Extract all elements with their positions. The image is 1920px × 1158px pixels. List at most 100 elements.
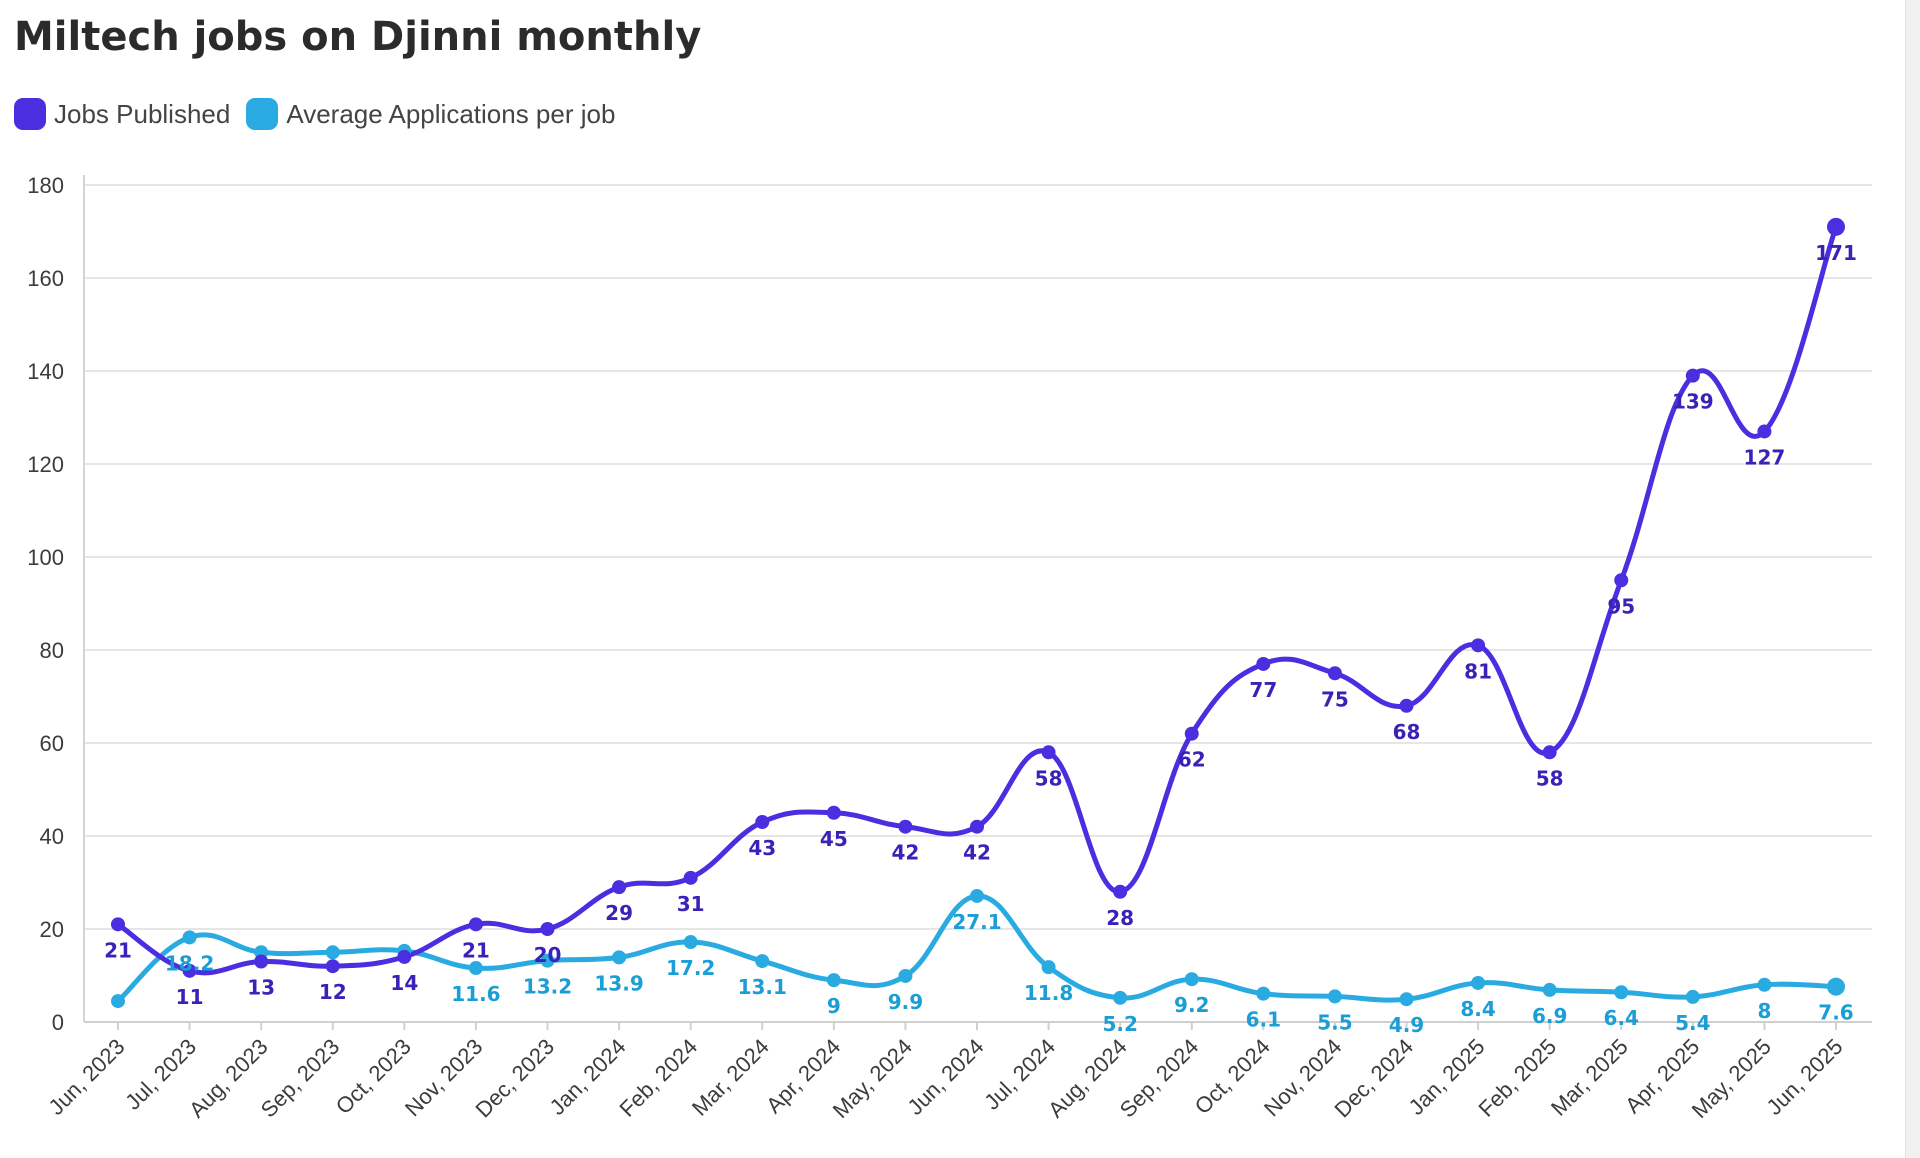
data-label-jobs-published: 13: [247, 976, 275, 1000]
data-label-jobs-published: 14: [390, 971, 418, 995]
data-label-jobs-published: 20: [534, 943, 562, 967]
data-point-average-applications[interactable]: [1542, 982, 1557, 997]
data-point-average-applications[interactable]: [1685, 989, 1700, 1004]
data-point-average-applications[interactable]: [755, 954, 770, 969]
x-tick-label: Feb, 2024: [614, 1034, 702, 1122]
data-point-jobs-published[interactable]: [1542, 745, 1557, 760]
data-point-jobs-published[interactable]: [755, 815, 770, 830]
data-label-jobs-published: 12: [319, 980, 347, 1004]
data-point-jobs-published[interactable]: [1256, 656, 1271, 671]
data-point-average-applications[interactable]: [468, 961, 483, 976]
data-point-average-applications[interactable]: [111, 994, 125, 1009]
data-label-average-applications: 8: [1757, 999, 1771, 1023]
y-tick-label: 20: [40, 917, 64, 942]
legend-swatch-average-applications: [246, 98, 279, 130]
data-point-average-applications[interactable]: [182, 930, 197, 945]
data-label-jobs-published: 81: [1464, 659, 1492, 683]
grid-lines: [84, 184, 1872, 1023]
data-label-jobs-published: 45: [820, 827, 848, 851]
data-label-average-applications: 17.2: [666, 956, 715, 980]
data-label-jobs-published: 77: [1249, 678, 1277, 702]
y-tick-label: 160: [27, 266, 64, 291]
data-point-jobs-published[interactable]: [1399, 698, 1414, 713]
data-label-jobs-published: 68: [1393, 720, 1421, 744]
data-point-jobs-published[interactable]: [182, 963, 197, 978]
data-point-average-applications[interactable]: [1256, 986, 1271, 1001]
data-point-average-applications[interactable]: [1614, 985, 1629, 1000]
data-label-jobs-published: 21: [104, 938, 132, 962]
x-tick-label: Feb, 2025: [1473, 1034, 1561, 1122]
data-point-jobs-published[interactable]: [1685, 368, 1700, 383]
data-point-average-applications[interactable]: [898, 968, 913, 983]
data-label-jobs-published: 11: [176, 985, 204, 1009]
x-tick-label: Mar, 2025: [1546, 1034, 1633, 1121]
data-point-jobs-published[interactable]: [1757, 424, 1772, 439]
data-point-jobs-published[interactable]: [540, 922, 555, 936]
data-point-average-applications[interactable]: [1327, 989, 1342, 1004]
data-point-jobs-published[interactable]: [111, 917, 125, 932]
data-point-average-applications[interactable]: [540, 953, 555, 968]
data-point-average-applications[interactable]: [612, 950, 627, 965]
data-point-average-applications[interactable]: [1399, 992, 1414, 1007]
data-label-average-applications: 9.2: [1174, 993, 1209, 1017]
data-label-average-applications: 13.9: [594, 971, 643, 995]
legend-item-jobs-published[interactable]: Jobs Published: [14, 98, 230, 130]
data-label-average-applications: 5.5: [1317, 1010, 1352, 1034]
data-point-average-applications[interactable]: [1471, 975, 1486, 990]
y-tick-label: 180: [27, 173, 64, 198]
x-tick-label: Dec, 2023: [470, 1034, 559, 1123]
data-point-jobs-published[interactable]: [683, 870, 698, 885]
data-point-jobs-published[interactable]: [397, 949, 412, 964]
data-label-average-applications: 27.1: [952, 910, 1001, 934]
data-point-average-applications[interactable]: [1184, 972, 1199, 987]
data-point-average-applications[interactable]: [1041, 960, 1056, 975]
x-tick-label: Sep, 2023: [256, 1034, 345, 1123]
data-point-average-applications[interactable]: [683, 935, 698, 950]
data-label-jobs-published: 95: [1607, 594, 1635, 618]
data-label-jobs-published: 42: [963, 841, 991, 865]
legend-item-average-applications[interactable]: Average Applications per job: [246, 98, 615, 130]
data-point-jobs-published[interactable]: [1041, 745, 1056, 760]
y-tick-label: 40: [40, 824, 64, 849]
data-label-average-applications: 6.4: [1604, 1006, 1639, 1030]
y-tick-label: 0: [52, 1010, 64, 1035]
x-tick-label: Sep, 2024: [1115, 1034, 1204, 1123]
series-line-jobs-published: [115, 224, 1839, 976]
data-point-jobs-published[interactable]: [1827, 217, 1845, 236]
data-label-jobs-published: 75: [1321, 687, 1349, 711]
data-labels: 18.2 11.6 13.2 13.9 17.2 13.1 9 9.9 27.1 11.8 5.2 9…: [104, 241, 1857, 1037]
data-label-average-applications: 13.2: [523, 975, 572, 999]
data-point-jobs-published[interactable]: [1113, 884, 1128, 899]
data-label-average-applications: 7.6: [1818, 1001, 1853, 1025]
chart-title: Miltech jobs on Djinni monthly: [14, 14, 702, 60]
data-point-jobs-published[interactable]: [1327, 666, 1342, 681]
chart-legend: Jobs Published Average Applications per …: [14, 98, 615, 130]
data-label-jobs-published: 43: [748, 836, 776, 860]
data-point-jobs-published[interactable]: [325, 959, 340, 974]
data-label-average-applications: 18.2: [165, 951, 214, 975]
data-point-jobs-published[interactable]: [254, 954, 269, 969]
data-point-average-applications[interactable]: [1757, 977, 1772, 992]
data-point-average-applications[interactable]: [1113, 990, 1128, 1005]
data-point-jobs-published[interactable]: [468, 917, 483, 932]
data-point-jobs-published[interactable]: [1471, 638, 1486, 653]
data-point-jobs-published[interactable]: [898, 819, 913, 834]
x-tick-label: May, 2025: [1687, 1034, 1776, 1123]
data-label-average-applications: 6.9: [1532, 1004, 1567, 1028]
data-point-jobs-published[interactable]: [1614, 573, 1629, 588]
data-label-jobs-published: 21: [462, 938, 490, 962]
data-label-average-applications: 11.8: [1024, 981, 1073, 1005]
data-point-average-applications[interactable]: [826, 973, 841, 988]
data-label-jobs-published: 31: [677, 892, 705, 916]
data-point-jobs-published[interactable]: [1184, 726, 1199, 741]
y-tick-label: 80: [40, 638, 64, 663]
data-label-jobs-published: 29: [605, 901, 633, 925]
data-point-jobs-published[interactable]: [970, 819, 984, 834]
data-point-jobs-published[interactable]: [612, 880, 627, 895]
data-point-average-applications[interactable]: [325, 945, 340, 960]
data-point-average-applications[interactable]: [1827, 977, 1845, 996]
data-label-jobs-published: 28: [1106, 906, 1134, 930]
data-point-jobs-published[interactable]: [826, 805, 841, 820]
data-point-average-applications[interactable]: [970, 888, 984, 903]
data-label-average-applications: 6.1: [1246, 1008, 1281, 1032]
